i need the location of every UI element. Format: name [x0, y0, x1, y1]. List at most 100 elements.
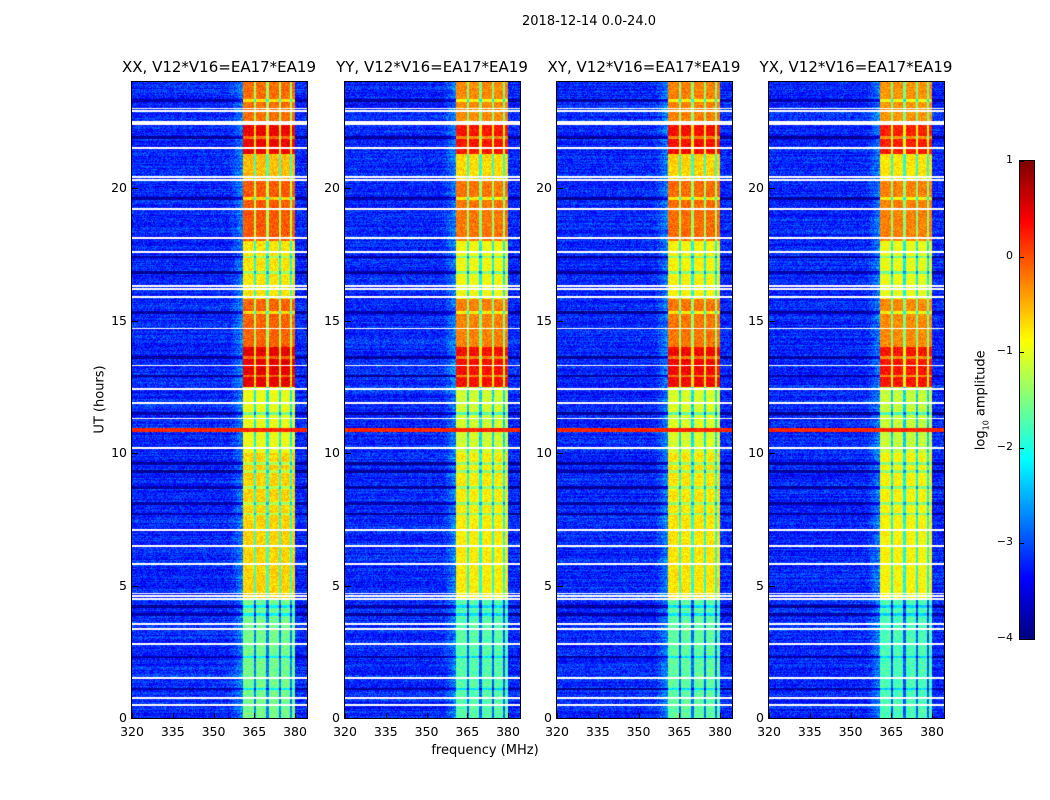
y-tick-label: 0 [119, 710, 127, 725]
y-tick-label: 15 [536, 312, 552, 328]
y-tick-label: 0 [332, 710, 340, 725]
x-tick-label: 380 [496, 724, 520, 739]
x-tick-label: 320 [757, 724, 781, 739]
x-tick-label: 365 [879, 724, 904, 739]
y-tick-label: 15 [111, 312, 127, 328]
y-tick-mark [769, 320, 775, 322]
colorbar-tick-mark [1020, 447, 1024, 449]
panel-title: XX, V12*V16=EA17*EA19 [121, 58, 316, 76]
x-tick-mark [254, 713, 256, 719]
y-tick-label: 10 [748, 445, 764, 460]
x-tick-label: 380 [283, 724, 307, 739]
x-tick-mark [720, 713, 722, 719]
x-tick-mark [679, 713, 681, 719]
y-tick-mark [557, 585, 563, 587]
y-tick-mark [557, 718, 563, 719]
y-tick-mark [557, 320, 563, 322]
y-tick-label: 10 [536, 445, 552, 460]
x-tick-label: 350 [414, 724, 439, 739]
y-tick-mark [345, 585, 351, 587]
y-tick-label: 20 [748, 180, 764, 195]
heatmap-image [557, 82, 732, 718]
colorbar-tick-label: −3 [996, 535, 1013, 549]
y-axis-label: UT (hours) [92, 365, 108, 434]
y-tick-label: 5 [544, 577, 552, 593]
y-tick-label: 20 [111, 180, 127, 195]
heatmap-panel [344, 81, 521, 719]
x-tick-mark [769, 713, 770, 719]
y-tick-label: 20 [536, 180, 552, 195]
y-tick-label: 5 [332, 577, 340, 593]
x-tick-mark [809, 713, 811, 719]
y-tick-label: 5 [119, 577, 127, 593]
y-tick-mark [132, 453, 138, 454]
colorbar-tick-label: −1 [996, 344, 1013, 358]
colorbar-tick-label: 0 [1006, 248, 1013, 262]
colorbar-tick-mark [1020, 161, 1024, 162]
colorbar-tick-label: −4 [996, 631, 1013, 644]
x-tick-mark [172, 713, 174, 719]
x-axis-label: frequency (MHz) [431, 743, 539, 758]
x-tick-mark [295, 713, 297, 719]
x-tick-label: 320 [545, 724, 569, 739]
colorbar [1019, 160, 1035, 640]
x-tick-label: 320 [120, 724, 144, 739]
y-tick-mark [132, 718, 138, 719]
panel-title: XY, V12*V16=EA17*EA19 [547, 58, 741, 76]
x-tick-mark [132, 713, 133, 719]
x-tick-mark [213, 713, 215, 719]
x-tick-mark [385, 713, 387, 719]
heatmap-panel [768, 81, 945, 719]
colorbar-tick-label: −2 [996, 439, 1013, 453]
x-tick-label: 380 [920, 724, 944, 739]
x-tick-label: 335 [160, 724, 185, 739]
y-tick-mark [132, 188, 138, 189]
y-tick-mark [769, 188, 775, 189]
x-tick-mark [597, 713, 599, 719]
y-tick-mark [345, 320, 351, 322]
x-tick-label: 380 [708, 724, 732, 739]
x-tick-mark [508, 713, 510, 719]
y-tick-mark [769, 718, 775, 719]
x-tick-label: 365 [242, 724, 267, 739]
x-tick-label: 335 [797, 724, 822, 739]
x-tick-label: 350 [626, 724, 651, 739]
y-tick-label: 15 [324, 312, 340, 328]
x-tick-mark [850, 713, 852, 719]
y-tick-mark [132, 585, 138, 587]
colorbar-gradient [1020, 161, 1034, 639]
colorbar-tick-mark [1020, 543, 1024, 545]
x-tick-label: 335 [585, 724, 610, 739]
x-tick-mark [467, 713, 469, 719]
x-tick-mark [557, 713, 558, 719]
y-tick-label: 10 [324, 445, 340, 460]
colorbar-tick-mark [1020, 352, 1024, 354]
heatmap-image [132, 82, 307, 718]
y-tick-label: 0 [544, 710, 552, 725]
x-tick-mark [426, 713, 428, 719]
x-tick-label: 335 [373, 724, 398, 739]
colorbar-tick-label: 1 [1006, 153, 1013, 166]
heatmap-image [345, 82, 520, 718]
y-tick-mark [557, 453, 563, 454]
x-tick-mark [345, 713, 346, 719]
y-tick-mark [345, 453, 351, 454]
figure-title: 2018-12-14 0.0-24.0 [522, 14, 656, 29]
panel-title: YX, V12*V16=EA17*EA19 [759, 58, 953, 76]
y-tick-mark [345, 718, 351, 719]
y-tick-mark [557, 188, 563, 189]
y-tick-label: 10 [111, 445, 127, 460]
y-tick-label: 0 [756, 710, 764, 725]
y-tick-label: 5 [756, 577, 764, 593]
x-tick-mark [638, 713, 640, 719]
y-tick-label: 20 [324, 180, 340, 195]
panel-title: YY, V12*V16=EA17*EA19 [336, 58, 528, 76]
y-tick-label: 15 [748, 312, 764, 328]
colorbar-label-sub: 10 [981, 420, 991, 431]
x-tick-mark [932, 713, 934, 719]
x-tick-label: 365 [667, 724, 692, 739]
x-tick-label: 350 [838, 724, 863, 739]
colorbar-tick-mark [1020, 256, 1024, 258]
y-tick-mark [132, 320, 138, 322]
